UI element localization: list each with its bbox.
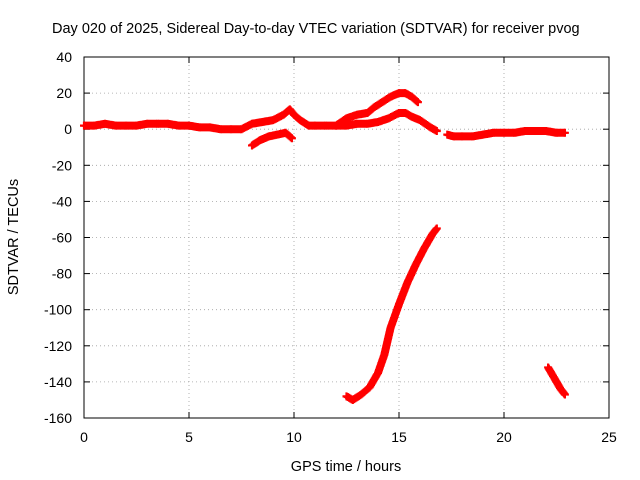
x-tick-label: 0 — [80, 429, 88, 445]
data-point — [287, 134, 296, 143]
x-tick-label: 5 — [185, 429, 193, 445]
x-tick-label: 15 — [391, 429, 407, 445]
data-point — [432, 224, 441, 233]
y-tick-label: -120 — [44, 338, 72, 354]
axis-ticks: -160 -140 -120 -100 -80 -60 -40 -20 0 20 40 0 5 10 15 2… — [44, 49, 617, 445]
y-tick-label: 0 — [64, 121, 72, 137]
interpolated-markers — [366, 370, 382, 391]
y-tick-label: -80 — [52, 266, 72, 282]
series-main-track — [80, 105, 441, 136]
data-point — [560, 128, 569, 137]
x-tick-label: 10 — [286, 429, 302, 445]
y-tick-label: -160 — [44, 410, 72, 426]
series-descent-22-23 — [544, 363, 569, 399]
series-arc-8-10 — [248, 128, 296, 150]
y-tick-label: -20 — [52, 157, 72, 173]
data-point — [560, 390, 569, 399]
y-tick-label: 20 — [56, 85, 72, 101]
y-axis-label: SDTVAR / TECUs — [6, 179, 22, 295]
interpolated-markers — [420, 231, 436, 252]
interpolated-markers — [404, 261, 420, 286]
x-tick-label: 20 — [496, 429, 512, 445]
x-tick-label: 25 — [601, 429, 617, 445]
y-tick-label: 40 — [56, 49, 72, 65]
data-point — [432, 127, 441, 136]
series-descent-12-17 — [342, 224, 441, 404]
y-tick-label: -40 — [52, 193, 72, 209]
data-point — [413, 98, 422, 107]
y-tick-label: -100 — [44, 302, 72, 318]
x-axis-label: GPS time / hours — [291, 459, 401, 475]
series-evening-track — [443, 127, 569, 141]
chart-title: Day 020 of 2025, Sidereal Day-to-day VTE… — [52, 21, 580, 37]
data-marks — [80, 89, 569, 404]
y-tick-label: -140 — [44, 374, 72, 390]
series-arc-12-16 — [332, 89, 422, 130]
y-tick-label: -60 — [52, 230, 72, 246]
interpolated-markers — [412, 245, 428, 268]
